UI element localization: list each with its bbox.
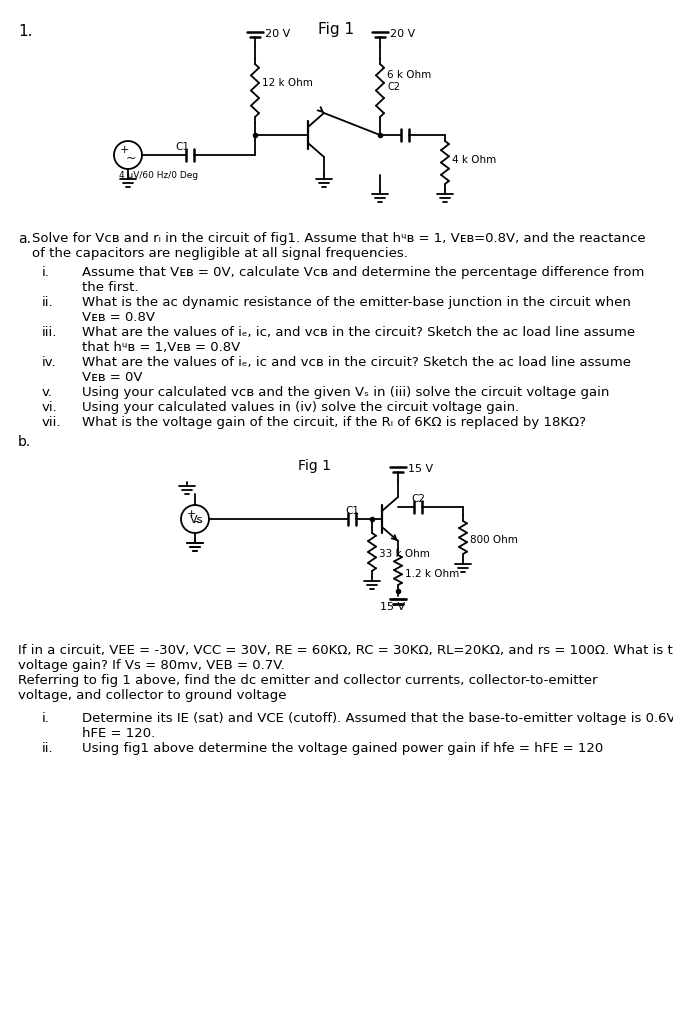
- Text: hFE = 120.: hFE = 120.: [82, 727, 155, 740]
- Text: 20 V: 20 V: [265, 29, 290, 39]
- Text: Using your calculated vᴄʙ and the given Vₛ in (iii) solve the circuit voltage ga: Using your calculated vᴄʙ and the given …: [82, 386, 609, 399]
- Text: iv.: iv.: [42, 356, 57, 369]
- Text: What are the values of iₑ, iᴄ, and vᴄʙ in the circuit? Sketch the ac load line a: What are the values of iₑ, iᴄ, and vᴄʙ i…: [82, 326, 635, 339]
- Text: voltage gain? If Vs = 80mv, VEB = 0.7V.: voltage gain? If Vs = 80mv, VEB = 0.7V.: [18, 659, 285, 672]
- Text: Assume that Vᴇʙ = 0V, calculate Vᴄʙ and determine the percentage difference from: Assume that Vᴇʙ = 0V, calculate Vᴄʙ and …: [82, 266, 644, 279]
- Text: 800 Ohm: 800 Ohm: [470, 535, 518, 545]
- Text: Using fig1 above determine the voltage gained power gain if hfe = hFE = 120: Using fig1 above determine the voltage g…: [82, 742, 603, 755]
- Text: 6 k Ohm: 6 k Ohm: [387, 70, 431, 80]
- Text: C1: C1: [175, 142, 189, 152]
- Text: +: +: [119, 145, 129, 155]
- Text: Fig 1: Fig 1: [298, 459, 331, 473]
- Text: +: +: [186, 509, 196, 519]
- Text: 1.: 1.: [18, 24, 32, 39]
- Text: What is the voltage gain of the circuit, if the Rₗ of 6KΩ is replaced by 18KΩ?: What is the voltage gain of the circuit,…: [82, 416, 586, 429]
- Text: Vᴇʙ = 0.8V: Vᴇʙ = 0.8V: [82, 311, 155, 324]
- Text: If in a circuit, VEE = -30V, VCC = 30V, RE = 60KΩ, RC = 30KΩ, RL=20KΩ, and rs = : If in a circuit, VEE = -30V, VCC = 30V, …: [18, 644, 673, 657]
- Text: Using your calculated values in (iv) solve the circuit voltage gain.: Using your calculated values in (iv) sol…: [82, 401, 520, 414]
- Text: Determine its IE (sat) and VCE (cutoff). Assumed that the base-to-emitter voltag: Determine its IE (sat) and VCE (cutoff).…: [82, 712, 673, 725]
- Text: What is the ac dynamic resistance of the emitter-base junction in the circuit wh: What is the ac dynamic resistance of the…: [82, 296, 631, 309]
- Text: the first.: the first.: [82, 281, 139, 294]
- Text: 33 k Ohm: 33 k Ohm: [379, 549, 430, 559]
- Text: 15 V: 15 V: [408, 464, 433, 474]
- Text: What are the values of iₑ, iᴄ and vᴄʙ in the circuit? Sketch the ac load line as: What are the values of iₑ, iᴄ and vᴄʙ in…: [82, 356, 631, 369]
- Text: C1: C1: [345, 506, 359, 516]
- Text: vii.: vii.: [42, 416, 61, 429]
- Text: 15 V: 15 V: [380, 602, 405, 612]
- Text: Vs: Vs: [190, 515, 204, 525]
- Text: a.: a.: [18, 232, 31, 246]
- Text: ~: ~: [126, 152, 136, 165]
- Text: ii.: ii.: [42, 742, 54, 755]
- Text: b.: b.: [18, 435, 31, 449]
- Text: of the capacitors are negligible at all signal frequencies.: of the capacitors are negligible at all …: [32, 247, 408, 260]
- Text: 20 V: 20 V: [390, 29, 415, 39]
- Text: C2: C2: [387, 82, 400, 92]
- Text: Solve for Vᴄʙ and rₗ in the circuit of fig1. Assume that hᶣʙ = 1, Vᴇʙ=0.8V, and : Solve for Vᴄʙ and rₗ in the circuit of f…: [32, 232, 645, 245]
- Text: i.: i.: [42, 712, 50, 725]
- Text: i.: i.: [42, 266, 50, 279]
- Text: Referring to fig 1 above, find the dc emitter and collector currents, collector-: Referring to fig 1 above, find the dc em…: [18, 674, 598, 687]
- Text: iii.: iii.: [42, 326, 57, 339]
- Text: ii.: ii.: [42, 296, 54, 309]
- Text: v.: v.: [42, 386, 53, 399]
- Text: 4 uV/60 Hz/0 Deg: 4 uV/60 Hz/0 Deg: [119, 171, 198, 180]
- Text: 1.2 k Ohm: 1.2 k Ohm: [405, 569, 459, 579]
- Text: 4 k Ohm: 4 k Ohm: [452, 155, 496, 165]
- Text: ~: ~: [192, 515, 203, 528]
- Text: vi.: vi.: [42, 401, 58, 414]
- Text: voltage, and collector to ground voltage: voltage, and collector to ground voltage: [18, 689, 287, 702]
- Text: that hᶣʙ = 1,Vᴇʙ = 0.8V: that hᶣʙ = 1,Vᴇʙ = 0.8V: [82, 341, 240, 354]
- Text: C2: C2: [411, 494, 425, 504]
- Text: 12 k Ohm: 12 k Ohm: [262, 78, 313, 88]
- Text: Fig 1: Fig 1: [318, 22, 354, 37]
- Text: Vᴇʙ = 0V: Vᴇʙ = 0V: [82, 371, 143, 384]
